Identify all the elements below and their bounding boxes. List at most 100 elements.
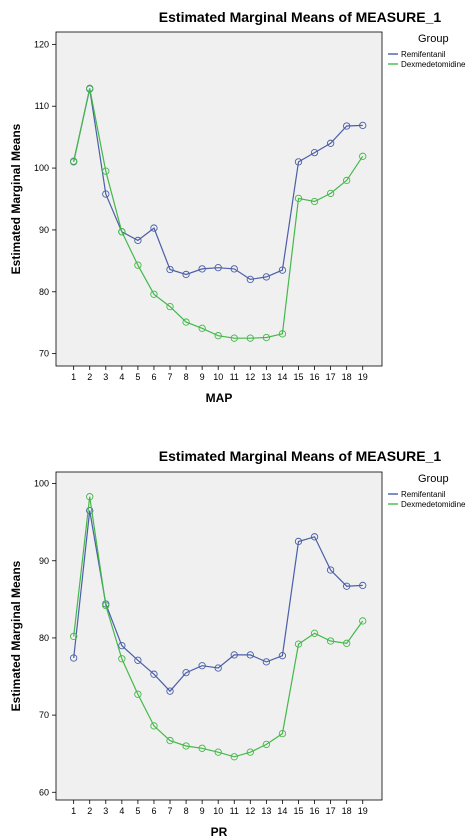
point-remifentanil [86,506,94,515]
point-dexmedetomidine [70,158,78,166]
x-tick-label: 6 [151,372,156,382]
y-tick-label: 80 [39,287,49,297]
point-dexmedetomidine [343,176,351,185]
x-tick-label: 17 [326,806,336,816]
point-remifentanil [198,662,206,670]
point-remifentanil [278,652,287,660]
x-tick-label: 11 [230,806,239,816]
x-tick-label: 12 [245,372,255,382]
point-dexmedetomidine [70,632,78,641]
x-tick-label: 11 [230,372,239,382]
point-remifentanil [118,641,126,650]
x-tick-label: 12 [245,806,255,816]
point-remifentanil [214,664,222,672]
point-dexmedetomidine [198,324,206,332]
x-tick-label: 14 [277,372,287,382]
point-dexmedetomidine [118,228,126,236]
point-dexmedetomidine [166,302,174,311]
y-tick-label: 100 [34,163,49,173]
point-dexmedetomidine [343,639,351,647]
y-tick-label: 60 [39,787,49,797]
legend-label-dexmedetomidine: Dexmedetomidine [401,500,466,509]
point-remifentanil [326,566,335,574]
point-dexmedetomidine [262,333,271,342]
point-dexmedetomidine [86,84,94,92]
legend-label-remifentanil: Remifentanil [401,50,446,59]
point-dexmedetomidine [166,736,174,745]
y-tick-label: 120 [34,39,49,49]
point-dexmedetomidine [294,194,303,203]
point-remifentanil [214,264,222,272]
x-tick-label: 19 [358,806,368,816]
y-tick-label: 70 [39,710,49,720]
point-dexmedetomidine [102,167,110,175]
x-tick-label: 2 [87,806,92,816]
x-tick-label: 13 [261,372,271,382]
point-dexmedetomidine [118,655,126,663]
y-tick-label: 70 [39,349,49,359]
x-tick-label: 15 [293,806,303,816]
x-tick-label: 4 [119,372,124,382]
point-remifentanil [343,582,351,590]
point-dexmedetomidine [86,493,94,501]
legend-label-remifentanil: Remifentanil [401,490,446,499]
point-remifentanil [230,265,238,273]
point-remifentanil [230,651,238,659]
legend-title: Group [418,33,449,45]
chart-title: Estimated Marginal Means of MEASURE_1 [159,448,442,464]
point-dexmedetomidine [134,690,142,698]
point-dexmedetomidine [198,744,206,752]
point-remifentanil [294,537,303,546]
point-remifentanil [134,656,142,664]
x-tick-label: 5 [135,372,140,382]
point-remifentanil [134,236,142,245]
x-tick-label: 2 [87,372,92,382]
x-tick-label: 8 [184,372,189,382]
y-tick-label: 90 [39,556,49,566]
x-tick-label: 7 [168,806,173,816]
x-tick-label: 10 [213,372,223,382]
point-remifentanil [262,273,271,281]
x-axis-title: MAP [206,391,233,405]
x-tick-label: 16 [310,806,320,816]
legend-label-dexmedetomidine: Dexmedetomidine [401,60,466,69]
x-tick-label: 8 [184,806,189,816]
point-dexmedetomidine [326,189,335,198]
x-tick-label: 18 [342,372,352,382]
point-dexmedetomidine [310,197,319,206]
point-remifentanil [182,270,190,279]
x-tick-label: 10 [213,806,223,816]
chart-map: Estimated Marginal Means of MEASURE_1 70 8… [9,9,466,405]
point-remifentanil [198,265,206,273]
y-tick-label: 110 [35,101,49,111]
x-tick-label: 13 [261,806,271,816]
point-dexmedetomidine [278,330,287,338]
point-dexmedetomidine [214,748,222,756]
point-remifentanil [150,224,158,232]
x-tick-label: 5 [135,806,140,816]
x-tick-label: 16 [310,372,320,382]
point-remifentanil [182,669,190,677]
point-remifentanil [102,190,110,198]
legend-title: Group [418,473,449,485]
point-dexmedetomidine [214,332,222,340]
x-tick-label: 7 [168,372,173,382]
point-dexmedetomidine [230,334,238,342]
point-remifentanil [246,275,254,284]
point-dexmedetomidine [278,729,287,738]
point-dexmedetomidine [102,601,110,610]
plot-area [55,471,383,801]
x-tick-label: 9 [200,806,205,816]
point-dexmedetomidine [150,722,158,730]
point-dexmedetomidine [182,742,190,750]
point-remifentanil [310,533,319,541]
point-dexmedetomidine [294,640,303,648]
x-tick-label: 1 [71,372,76,382]
chart-pr: Estimated Marginal Means of MEASURE_1 60 7… [9,448,466,839]
point-remifentanil [310,148,319,157]
point-dexmedetomidine [150,290,158,298]
point-dexmedetomidine [246,748,254,756]
x-axis-title: PR [211,825,228,839]
point-remifentanil [278,266,287,274]
y-tick-label: 80 [39,633,49,643]
